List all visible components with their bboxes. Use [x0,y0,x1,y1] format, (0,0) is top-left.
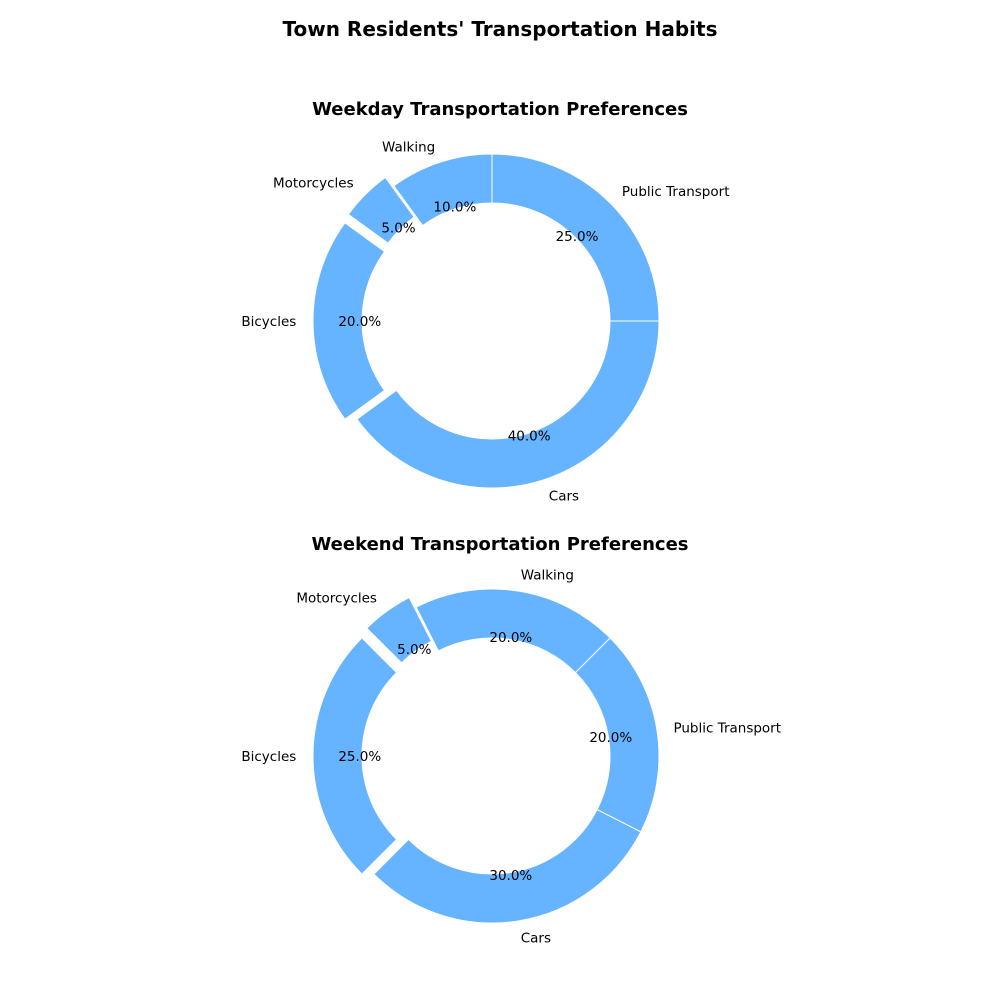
percent-cars: 30.0% [489,868,532,884]
weekend-donut-chart: Cars 30.0% Public Transport 20.0% Walking 20.… [241,568,781,947]
percent-cars: 40.0% [508,428,551,444]
percent-bicycles: 20.0% [338,314,381,330]
label-cars: Cars [521,930,551,946]
percent-walking: 10.0% [433,200,476,216]
label-walking: Walking [382,139,435,155]
label-public-transport: Public Transport [622,184,730,200]
label-walking: Walking [521,568,574,584]
percent-bicycles: 25.0% [338,749,381,765]
label-bicycles: Bicycles [241,749,296,765]
label-motorcycles: Motorcycles [296,591,377,607]
percent-walking: 20.0% [489,630,532,646]
label-bicycles: Bicycles [241,314,296,330]
label-public-transport: Public Transport [673,720,781,736]
percent-public-transport: 20.0% [589,730,632,746]
figure-title: Town Residents' Transportation Habits [283,17,718,41]
percent-motorcycles: 5.0% [397,642,431,658]
wedge-cars [374,810,641,923]
percent-public-transport: 25.0% [556,229,599,245]
weekday-chart-title: Weekday Transportation Preferences [312,99,688,120]
weekday-donut-chart: Cars 40.0% Public Transport 25.0% Walking 10.… [241,139,729,504]
weekend-chart-title: Weekend Transportation Preferences [311,534,688,555]
wedge-cars [357,321,659,488]
label-cars: Cars [549,489,579,505]
percent-motorcycles: 5.0% [381,220,415,236]
label-motorcycles: Motorcycles [273,176,354,192]
